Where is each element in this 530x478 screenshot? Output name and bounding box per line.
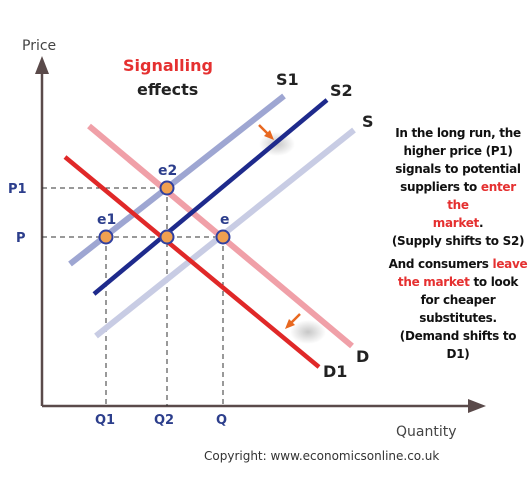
point-label-e2: e2 [158, 163, 177, 179]
note1-highlight-enter: enter the [447, 180, 516, 212]
quantity-tick-q: Q [216, 413, 227, 428]
shift-glow-demand [290, 320, 326, 344]
supply-explanation-note: In the long run, the higher price (P1) s… [388, 124, 528, 250]
x-axis-label: Quantity [396, 424, 457, 440]
note1-highlight-market: market [432, 216, 480, 230]
note1-line5: market. [388, 214, 528, 232]
note2-highlight-the-market: the market [397, 275, 470, 289]
price-tick-p1: P1 [8, 182, 27, 197]
note2-line2-text: to look [469, 275, 519, 289]
x-axis-arrowhead [468, 399, 486, 413]
axes [35, 56, 486, 413]
supply-shift-arrow-shaft [258, 124, 269, 135]
note1-line4-text: suppliers to [400, 180, 481, 194]
curve-label-d: D [356, 347, 369, 366]
note2-highlight-leave: leave [492, 257, 528, 271]
title-effects: effects [137, 80, 198, 99]
point-e2 [159, 180, 175, 196]
point-e [215, 229, 231, 245]
curve-label-s: S [362, 112, 374, 131]
point-label-e1: e1 [97, 212, 116, 228]
supply-curve-s2 [92, 98, 329, 296]
equilibrium-points [98, 180, 231, 245]
note2-line1-text: And consumers [388, 257, 493, 271]
demand-shift-arrow-shaft [290, 313, 301, 324]
quantity-tick-q2: Q2 [154, 413, 174, 428]
note1-line2: higher price (P1) [403, 144, 513, 158]
guide-lines [42, 187, 224, 406]
note1-line3: signals to potential [395, 162, 521, 176]
point-center [159, 229, 175, 245]
note2-line3: for cheaper [420, 293, 496, 307]
curve-label-s2: S2 [330, 81, 353, 100]
note2-line1: And consumers leave [388, 255, 528, 273]
y-axis-arrowhead [35, 56, 49, 74]
supply-shift-arrow-icon [264, 130, 274, 140]
note1-line5-period: . [479, 216, 484, 230]
copyright-text: Copyright: www.economicsonline.co.uk [204, 449, 439, 463]
note2-line2: the market to look [388, 273, 528, 291]
y-axis-label: Price [22, 38, 56, 54]
note2-line5: (Demand shifts to D1) [399, 329, 517, 361]
note2-line4: substitutes. [419, 311, 497, 325]
price-tick-p: P [16, 231, 26, 246]
point-e1 [98, 229, 114, 245]
demand-shift-arrow-icon [285, 319, 295, 329]
point-label-e: e [220, 212, 230, 228]
note1-line6: (Supply shifts to S2) [391, 234, 525, 248]
demand-explanation-note: And consumers leave the market to look f… [388, 255, 528, 363]
title-signalling: Signalling [123, 56, 213, 75]
curve-label-d1: D1 [323, 362, 347, 381]
curve-label-s1: S1 [276, 70, 299, 89]
note1-line4: suppliers to enter the [388, 178, 528, 214]
quantity-tick-q1: Q1 [95, 413, 115, 428]
note1-line1: In the long run, the [395, 126, 521, 140]
shift-arrows [258, 124, 301, 329]
demand-curve-d1 [63, 155, 321, 369]
